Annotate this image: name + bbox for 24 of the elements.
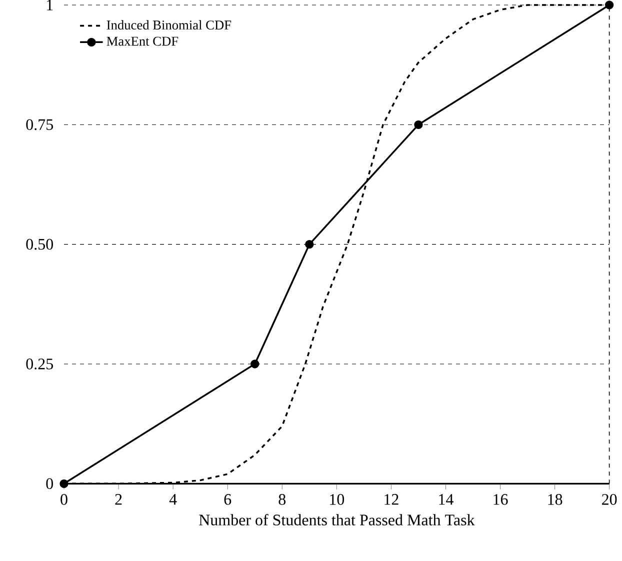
point xyxy=(250,360,260,368)
y-tick-label: 0.75 xyxy=(26,119,53,130)
x-tick-label: 16 xyxy=(494,494,508,505)
x-tick-label: 0 xyxy=(60,494,68,505)
point xyxy=(60,479,68,488)
legend-label: Induced Binomial CDF xyxy=(106,20,232,30)
x-tick-label: 4 xyxy=(169,494,177,505)
y-tick-label: 0.25 xyxy=(26,358,53,370)
x-tick-label: 10 xyxy=(330,494,344,505)
y-tick-label: 0 xyxy=(46,478,53,490)
y-tick-label: 0.50 xyxy=(26,238,53,250)
x-tick-label: 18 xyxy=(548,494,562,505)
point xyxy=(604,0,614,10)
point xyxy=(414,120,423,129)
x-tick-label: 2 xyxy=(115,494,122,505)
point xyxy=(305,240,314,249)
legend-label: MaxEnt CDF xyxy=(106,36,178,46)
x-tick-label: 12 xyxy=(384,494,398,505)
x-tick-label: 14 xyxy=(439,494,454,505)
x-tick-label: 8 xyxy=(278,494,286,505)
y-tick-label: 1 xyxy=(47,0,53,10)
x-axis-title: Number of Students that Passed Math Task xyxy=(199,514,475,526)
x-tick-label: 6 xyxy=(224,494,232,505)
x-tick-label: 20 xyxy=(602,494,617,505)
